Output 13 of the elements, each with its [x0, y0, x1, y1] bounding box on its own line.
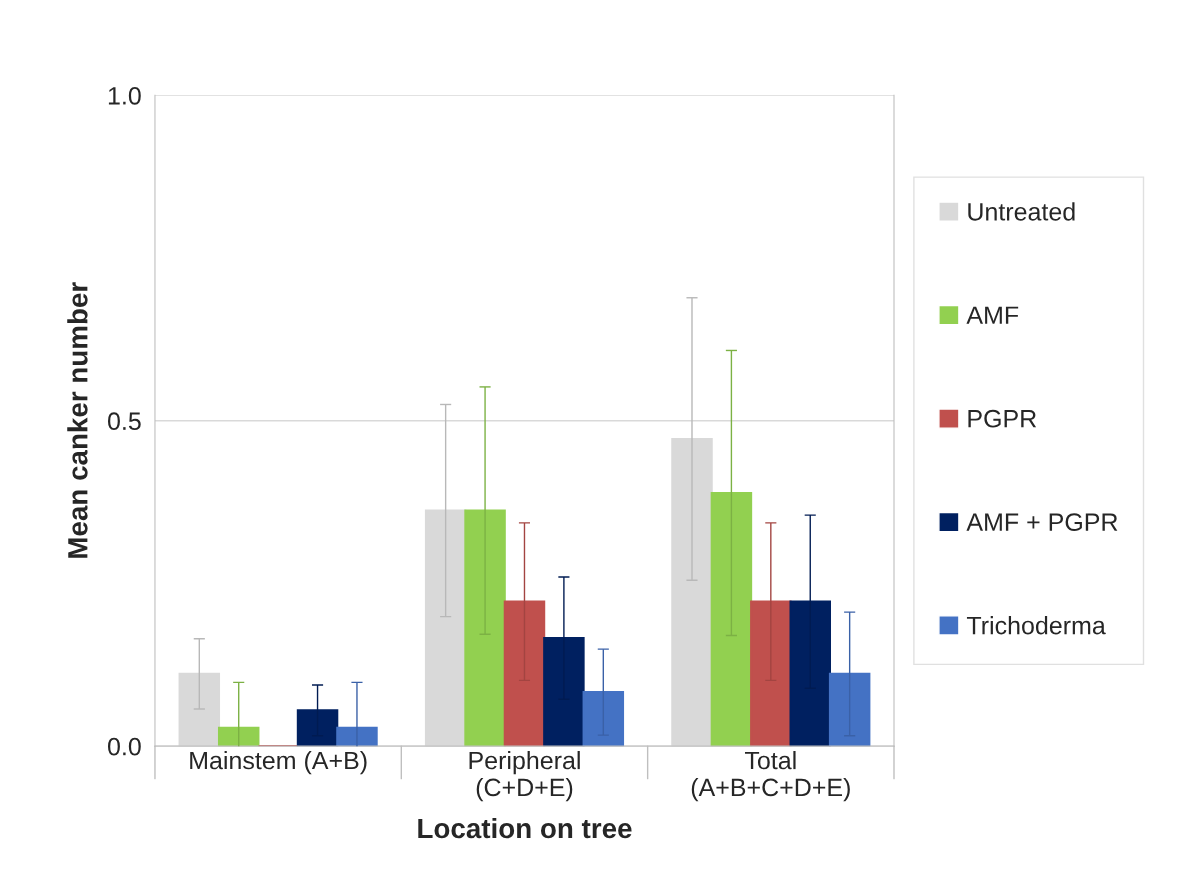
y-tick-label: 1.0: [108, 86, 141, 105]
x-axis-title: Location on tree: [418, 817, 632, 839]
legend-label: AMF + PGPR: [966, 513, 1118, 531]
y-tick-label: 0.0: [107, 737, 141, 756]
legend-label: PGPR: [968, 409, 1037, 428]
x-tick-label: Peripheral (C+D+E): [469, 751, 580, 802]
legend-label: Trichoderma: [966, 616, 1106, 635]
legend-label: Untreated: [968, 202, 1075, 221]
y-tick-label: 0.5: [107, 412, 141, 431]
x-tick-label: Total (A+B+C+D+E): [691, 751, 850, 802]
x-tick-label: Mainstem (A+B): [190, 751, 367, 775]
legend-label: AMF: [966, 306, 1019, 324]
y-axis-title: Mean canker number: [67, 282, 88, 558]
